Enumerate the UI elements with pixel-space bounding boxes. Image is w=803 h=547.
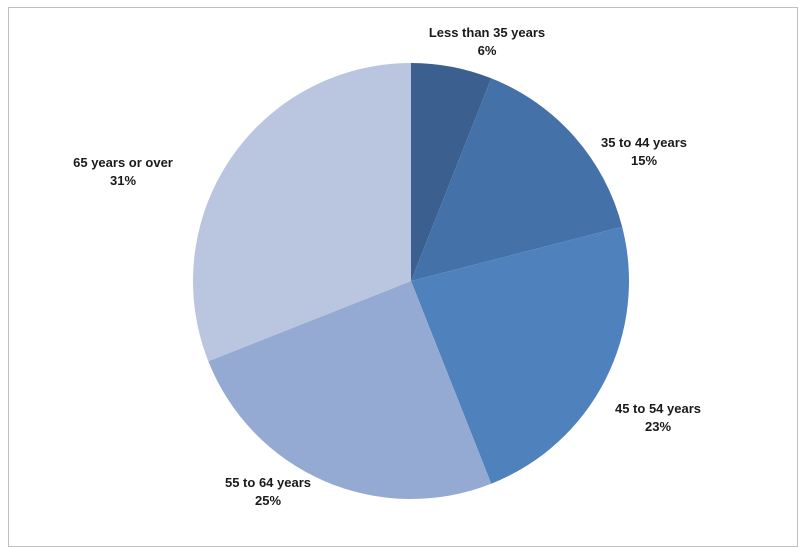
slice-value-label: 23% xyxy=(645,419,671,434)
slice-value-label: 15% xyxy=(631,153,657,168)
slice-value-label: 31% xyxy=(110,173,136,188)
slice-category-label: 35 to 44 years xyxy=(601,135,687,150)
pie-slice-1 xyxy=(411,63,492,281)
slice-category-label: 65 years or over xyxy=(73,155,173,170)
slice-category-label: 45 to 54 years xyxy=(615,401,701,416)
pie-slice-2 xyxy=(411,78,623,281)
slice-value-label: 25% xyxy=(255,493,281,508)
slice-category-label: Less than 35 years xyxy=(429,25,545,40)
pie-slice-4 xyxy=(208,281,492,499)
slice-value-label: 6% xyxy=(478,43,497,58)
pie-slice-3 xyxy=(411,226,629,484)
pie-slice-5 xyxy=(193,63,411,362)
slice-category-label: 55 to 64 years xyxy=(225,475,311,490)
